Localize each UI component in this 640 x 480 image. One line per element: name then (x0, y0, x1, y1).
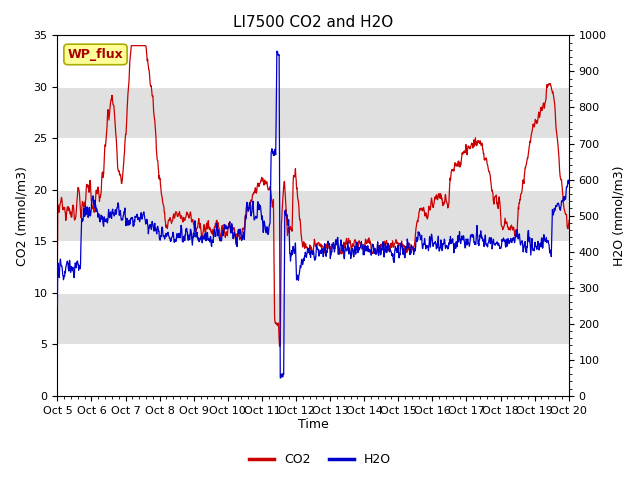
Bar (58, 36, 569, 87)
Bar (58, 344, 569, 396)
Y-axis label: CO2 (mmol/m3): CO2 (mmol/m3) (15, 166, 28, 265)
X-axis label: Time: Time (298, 419, 328, 432)
Text: WP_flux: WP_flux (68, 48, 124, 61)
Y-axis label: H2O (mmol/m3): H2O (mmol/m3) (612, 166, 625, 266)
Legend: CO2, H2O: CO2, H2O (244, 448, 396, 471)
Bar (58, 293, 569, 344)
Bar (58, 138, 569, 190)
Title: LI7500 CO2 and H2O: LI7500 CO2 and H2O (233, 15, 393, 30)
Bar (58, 241, 569, 293)
Bar (58, 190, 569, 241)
Bar (58, 87, 569, 138)
